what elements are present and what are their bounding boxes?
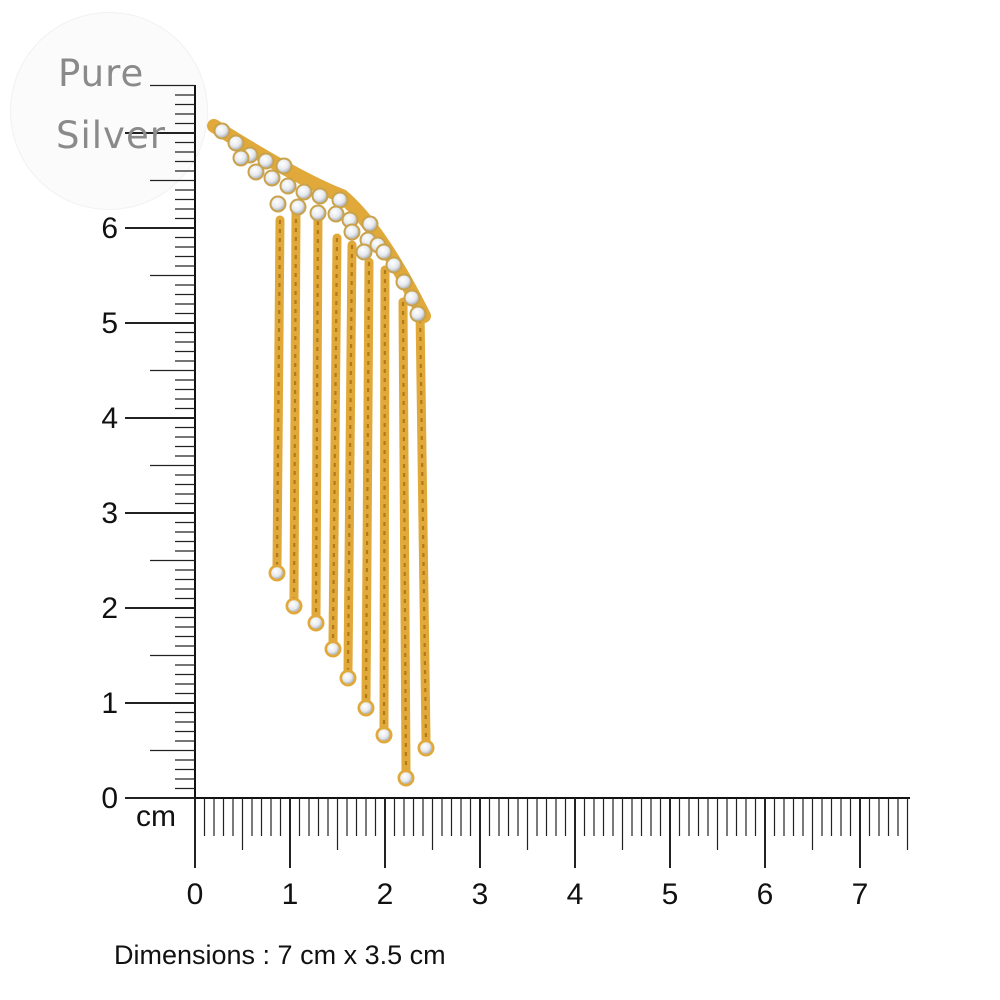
stone [291,200,305,214]
stone [357,245,371,259]
drop-stone [271,567,283,579]
chain-links [401,301,408,771]
brand-text-line2: Silver [56,114,166,157]
y-tick-label-1: 1 [101,687,118,720]
chain-links [364,261,371,701]
stone [259,154,273,168]
chain-strand [285,205,303,615]
y-tick-label-2: 2 [101,592,118,625]
stone [411,307,425,321]
stone [229,136,243,150]
x-tick-label-0: 0 [186,878,204,911]
x-tick-label-1: 1 [281,878,299,911]
chain-links [292,209,298,599]
stone [363,217,377,231]
chain-links [314,211,320,616]
stone [311,206,325,220]
y-tick-label-6: 6 [101,212,118,245]
chain-links [331,237,339,642]
chain-strand [339,240,357,687]
chain-strand [375,265,393,744]
chain-body [415,305,431,745]
x-tick-label-6: 6 [756,878,774,911]
chain-strand [324,233,342,658]
drop-stone [310,617,322,629]
stone [215,124,229,138]
chain-strand [268,215,286,582]
x-tick-label-2: 2 [376,878,394,911]
stone [377,245,391,259]
stone [265,171,279,185]
drop-stone [327,643,339,655]
y-tick-label-3: 3 [101,497,118,530]
y-tick-label-4: 4 [101,402,118,435]
stone [271,197,285,211]
stone [345,225,359,239]
drop-stone [420,742,432,754]
x-tick-label-5: 5 [661,878,679,911]
y-tick-label-5: 5 [101,307,118,340]
earring [207,119,435,787]
x-tick-label-7: 7 [851,878,869,911]
drop-stone [400,772,412,784]
x-tick-label-4: 4 [566,878,584,911]
measuring-ruler [125,84,910,868]
stone [329,207,343,221]
chain-links [275,219,282,566]
stone [234,151,248,165]
brand-watermark [10,12,208,210]
drop-stone [378,729,390,741]
drop-stone [360,702,372,714]
stone [313,189,327,203]
chain-strand [357,257,375,717]
stone [387,258,401,272]
dimensions-caption: Dimensions : 7 cm x 3.5 cm [114,940,446,970]
chain-links [382,269,387,728]
unit-label: cm [136,800,176,833]
y-tick-label-0: 0 [101,782,118,815]
drop-stone [288,600,300,612]
x-tick-label-3: 3 [471,878,489,911]
stone [249,165,263,179]
stone [297,185,311,199]
chain-links [346,244,354,671]
stone [333,193,347,207]
chain-strand [397,297,415,787]
chain-body [289,205,301,603]
stone [405,291,419,305]
brand-text-line1: Pure [58,52,145,95]
stone [281,179,295,193]
chain-strand [415,305,435,757]
stone [397,275,411,289]
stone [277,159,291,173]
chain-strand [307,207,325,632]
stone [343,213,357,227]
drop-stone [342,672,354,684]
